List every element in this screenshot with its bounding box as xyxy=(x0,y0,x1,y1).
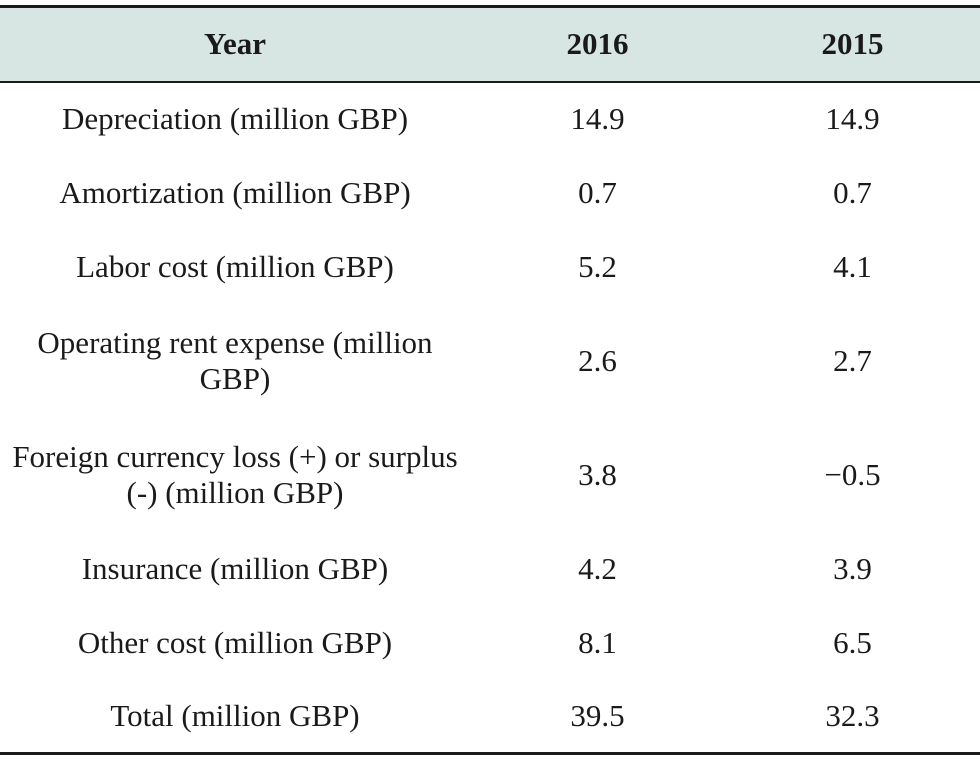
row-label: Insurance (million GBP) xyxy=(81,550,389,586)
value-2015: −0.5 xyxy=(824,456,881,492)
value-2016: 0.7 xyxy=(578,174,617,210)
header-2015: 2015 xyxy=(821,26,884,62)
row-label: Total (million GBP) xyxy=(110,697,360,733)
value-2016: 8.1 xyxy=(578,624,617,660)
cost-table-container: Year 2016 2015 Depreciation (million GBP… xyxy=(0,5,980,755)
value-2016: 4.2 xyxy=(578,550,617,586)
header-row: Year 2016 2015 xyxy=(0,6,980,82)
table-row: Foreign currency loss (+) or surplus (-)… xyxy=(0,418,980,532)
table-row-total: Total (million GBP) 39.5 32.3 xyxy=(0,680,980,754)
header-2016: 2016 xyxy=(566,26,629,62)
table-row: Amortization (million GBP) 0.7 0.7 xyxy=(0,156,980,230)
table-body: Depreciation (million GBP) 14.9 14.9 Amo… xyxy=(0,82,980,754)
header-year: Year xyxy=(204,26,266,62)
value-2015: 6.5 xyxy=(833,624,872,660)
value-2016: 5.2 xyxy=(578,248,617,284)
value-2015: 4.1 xyxy=(833,248,872,284)
row-label: Labor cost (million GBP) xyxy=(76,248,394,284)
row-label: Foreign currency loss (+) or surplus (-)… xyxy=(12,438,458,510)
value-2015: 14.9 xyxy=(825,101,880,136)
row-label: Amortization (million GBP) xyxy=(59,174,411,210)
value-2016: 14.9 xyxy=(570,101,625,136)
row-label: Other cost (million GBP) xyxy=(77,624,393,660)
table-row: Other cost (million GBP) 8.1 6.5 xyxy=(0,606,980,680)
value-2016: 3.8 xyxy=(578,456,617,492)
value-2015: 0.7 xyxy=(833,174,872,210)
table-row: Labor cost (million GBP) 5.2 4.1 xyxy=(0,230,980,304)
table-row: Insurance (million GBP) 4.2 3.9 xyxy=(0,532,980,606)
row-label: Depreciation (million GBP) xyxy=(61,101,409,136)
value-2015: 3.9 xyxy=(833,550,872,586)
table-header: Year 2016 2015 xyxy=(0,6,980,82)
row-label: Operating rent expense (million GBP) xyxy=(37,324,433,396)
cost-table: Year 2016 2015 Depreciation (million GBP… xyxy=(0,5,980,755)
table-row: Operating rent expense (million GBP) 2.6… xyxy=(0,304,980,418)
table-row: Depreciation (million GBP) 14.9 14.9 xyxy=(0,82,980,156)
value-2016: 2.6 xyxy=(578,342,617,378)
value-2015: 2.7 xyxy=(833,342,872,378)
value-2016: 39.5 xyxy=(570,697,625,733)
value-2015: 32.3 xyxy=(825,697,880,733)
